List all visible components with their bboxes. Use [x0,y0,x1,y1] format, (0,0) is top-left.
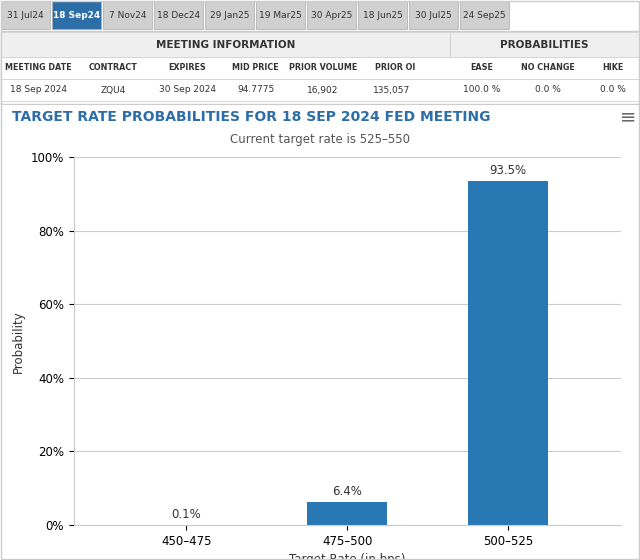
Text: PRIOR VOLUME: PRIOR VOLUME [289,63,357,72]
Bar [1,32,450,57]
Text: CONTRACT: CONTRACT [89,63,138,72]
Text: PROBABILITIES: PROBABILITIES [500,40,589,49]
Text: 18 Sep24: 18 Sep24 [53,11,100,20]
X-axis label: Target Rate (in bps): Target Rate (in bps) [289,553,405,560]
Text: ZQU4: ZQU4 [100,86,126,95]
Bar [205,1,254,29]
Bar [1,79,639,101]
Text: NO CHANGE: NO CHANGE [522,63,575,72]
Bar [154,1,203,29]
Bar [460,1,509,29]
Text: EASE: EASE [470,63,493,72]
Bar [256,1,305,29]
Text: 94.7775: 94.7775 [237,86,274,95]
Text: TARGET RATE PROBABILITIES FOR 18 SEP 2024 FED MEETING: TARGET RATE PROBABILITIES FOR 18 SEP 202… [12,110,490,124]
Bar [52,1,101,29]
Text: ≡: ≡ [620,108,636,127]
Text: 0.0 %: 0.0 % [600,86,625,95]
Text: 16,902: 16,902 [307,86,338,95]
Text: EXPIRES: EXPIRES [168,63,206,72]
Text: 31 Jul24: 31 Jul24 [7,11,44,20]
Text: MEETING INFORMATION: MEETING INFORMATION [156,40,295,49]
Text: MEETING DATE: MEETING DATE [5,63,72,72]
Text: 7 Nov24: 7 Nov24 [109,11,147,20]
Bar [307,1,356,29]
Text: 18 Dec24: 18 Dec24 [157,11,200,20]
Y-axis label: Probability: Probability [12,310,25,372]
Bar [409,1,458,29]
Text: PRIOR OI: PRIOR OI [375,63,415,72]
Bar [358,1,407,29]
Text: 93.5%: 93.5% [490,165,527,178]
Text: MID PRICE: MID PRICE [232,63,279,72]
Text: 135,057: 135,057 [373,86,410,95]
Bar [103,1,152,29]
Text: HIKE: HIKE [602,63,623,72]
Bar [307,502,387,525]
Text: 100.0 %: 100.0 % [463,86,500,95]
Text: 30 Apr25: 30 Apr25 [311,11,352,20]
Text: 6.4%: 6.4% [332,485,362,498]
Text: 24 Sep25: 24 Sep25 [463,11,506,20]
Text: 18 Jun25: 18 Jun25 [363,11,403,20]
Text: 0.1%: 0.1% [172,508,201,521]
Text: 19 Mar25: 19 Mar25 [259,11,302,20]
Text: 18 Sep 2024: 18 Sep 2024 [10,86,67,95]
Text: 0.0 %: 0.0 % [535,86,561,95]
Text: 29 Jan25: 29 Jan25 [210,11,249,20]
Bar [1,1,50,29]
Bar [450,32,639,57]
Text: 30 Jul25: 30 Jul25 [415,11,452,20]
Bar [1,57,639,79]
Text: Current target rate is 525–550: Current target rate is 525–550 [230,133,410,146]
Bar [468,181,548,525]
Text: 30 Sep 2024: 30 Sep 2024 [159,86,216,95]
